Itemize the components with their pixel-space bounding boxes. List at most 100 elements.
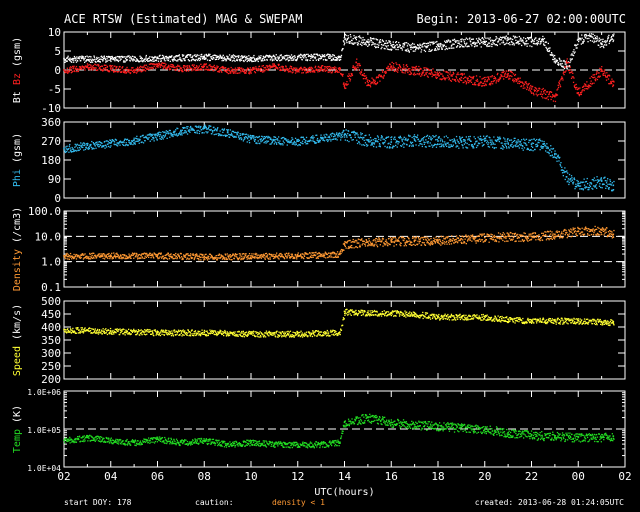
data-point	[367, 141, 370, 143]
data-point	[104, 140, 106, 143]
data-point	[355, 132, 357, 134]
data-point	[399, 136, 401, 138]
data-point	[583, 40, 585, 42]
data-point	[594, 76, 596, 78]
data-point	[447, 72, 449, 74]
data-point	[99, 68, 101, 70]
data-point	[529, 45, 531, 47]
data-point	[461, 136, 464, 138]
data-point	[226, 130, 229, 132]
data-point	[596, 182, 599, 184]
data-point	[96, 64, 98, 66]
data-point	[547, 98, 549, 101]
data-point	[119, 56, 122, 58]
data-point	[120, 71, 122, 73]
data-point	[81, 65, 83, 67]
data-point	[93, 56, 96, 58]
data-anchor-point	[273, 139, 276, 141]
data-point	[134, 71, 136, 73]
data-point	[124, 138, 127, 140]
data-point	[428, 145, 430, 147]
data-point	[251, 68, 253, 70]
data-point	[108, 70, 110, 73]
data-point	[438, 136, 440, 138]
data-point	[495, 36, 497, 38]
data-point	[70, 149, 72, 151]
data-point	[526, 144, 528, 146]
data-point	[611, 82, 613, 85]
data-point	[109, 257, 111, 260]
data-point	[349, 78, 352, 80]
data-point	[411, 145, 413, 147]
data-anchor-point	[612, 35, 615, 37]
data-point	[77, 149, 79, 151]
data-point	[123, 254, 125, 256]
data-point	[216, 130, 218, 132]
data-point	[302, 68, 304, 70]
data-point	[493, 75, 495, 78]
data-point	[396, 140, 398, 142]
data-point	[507, 36, 509, 39]
data-point	[265, 136, 267, 139]
data-point	[119, 68, 122, 71]
data-point	[343, 85, 345, 87]
data-point	[360, 73, 362, 75]
data-point	[540, 42, 542, 44]
data-point	[71, 61, 73, 63]
data-point	[307, 71, 309, 74]
data-point	[243, 257, 245, 260]
data-point	[217, 254, 220, 256]
data-point	[484, 137, 487, 140]
data-point	[554, 100, 557, 103]
data-point	[555, 95, 557, 97]
data-point	[355, 37, 357, 39]
data-point	[231, 259, 233, 261]
data-point	[344, 42, 346, 44]
data-point	[521, 139, 523, 141]
data-point	[78, 56, 80, 58]
data-point	[479, 135, 482, 137]
data-point	[91, 252, 93, 255]
data-point	[437, 45, 440, 47]
data-point	[494, 77, 496, 80]
data-point	[269, 56, 271, 58]
data-point	[205, 68, 207, 70]
data-point	[467, 77, 469, 79]
data-point	[303, 57, 305, 59]
data-point	[522, 87, 524, 89]
data-point	[552, 93, 554, 96]
data-point	[474, 44, 476, 46]
data-point	[563, 71, 565, 73]
data-point	[73, 149, 75, 151]
data-point	[195, 255, 197, 257]
data-point	[66, 255, 68, 257]
data-point	[572, 54, 575, 57]
data-point	[484, 83, 487, 85]
data-point	[541, 93, 544, 96]
data-point	[417, 134, 419, 136]
data-point	[164, 131, 166, 133]
data-point	[89, 61, 92, 63]
data-point	[279, 69, 281, 72]
data-point	[536, 145, 538, 148]
data-point	[595, 40, 597, 43]
data-point	[143, 136, 145, 139]
data-point	[461, 72, 463, 75]
data-point	[546, 151, 548, 153]
data-point	[593, 74, 595, 76]
data-point	[144, 58, 146, 60]
data-point	[296, 139, 298, 141]
data-point	[587, 85, 589, 88]
data-point	[234, 72, 236, 74]
data-point	[101, 65, 103, 67]
data-point	[488, 42, 491, 44]
data-point	[269, 67, 271, 69]
data-anchor-point	[226, 131, 229, 134]
data-point	[306, 59, 308, 62]
data-point	[478, 143, 480, 145]
data-point	[576, 186, 578, 188]
data-point	[567, 62, 569, 64]
data-point	[65, 146, 67, 148]
data-point	[450, 75, 452, 77]
data-point	[201, 253, 203, 256]
